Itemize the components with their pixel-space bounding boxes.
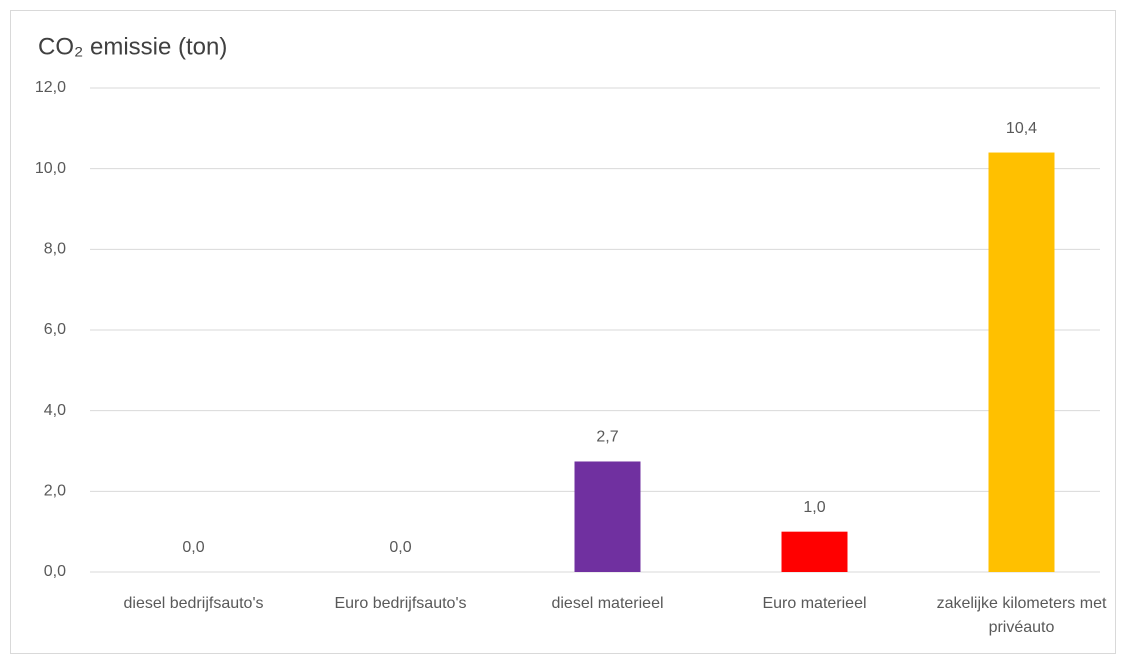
- x-tick-label: Euro materieel: [762, 595, 867, 612]
- y-tick-label: 0,0: [44, 563, 66, 580]
- x-tick-label: diesel materieel: [551, 595, 664, 612]
- y-tick-label: 6,0: [44, 321, 66, 338]
- data-label: 1,0: [803, 499, 825, 516]
- data-label: 0,0: [389, 539, 411, 556]
- x-tick-label: zakelijke kilometers met privéauto: [936, 595, 1107, 636]
- bar: [574, 461, 641, 572]
- x-tick-label: diesel bedrijfsauto's: [123, 595, 264, 612]
- y-tick-label: 2,0: [44, 483, 66, 500]
- y-tick-label: 12,0: [35, 79, 66, 96]
- data-label: 2,7: [596, 429, 618, 446]
- x-tick-label: Euro bedrijfsauto's: [334, 595, 467, 612]
- data-label: 10,4: [1006, 120, 1037, 137]
- bar: [988, 152, 1055, 573]
- y-tick-label: 8,0: [44, 241, 66, 258]
- chart-frame: [10, 10, 1116, 654]
- bar: [781, 531, 848, 572]
- y-tick-label: 4,0: [44, 402, 66, 419]
- data-label: 0,0: [182, 539, 204, 556]
- y-tick-label: 10,0: [35, 160, 66, 177]
- chart-title: CO₂ emissie (ton): [38, 33, 227, 60]
